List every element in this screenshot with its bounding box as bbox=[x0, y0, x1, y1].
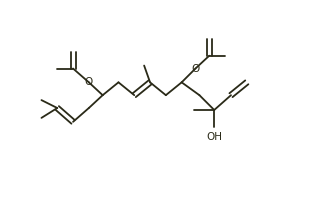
Text: O: O bbox=[191, 64, 200, 74]
Text: O: O bbox=[85, 77, 93, 87]
Text: OH: OH bbox=[206, 132, 222, 142]
